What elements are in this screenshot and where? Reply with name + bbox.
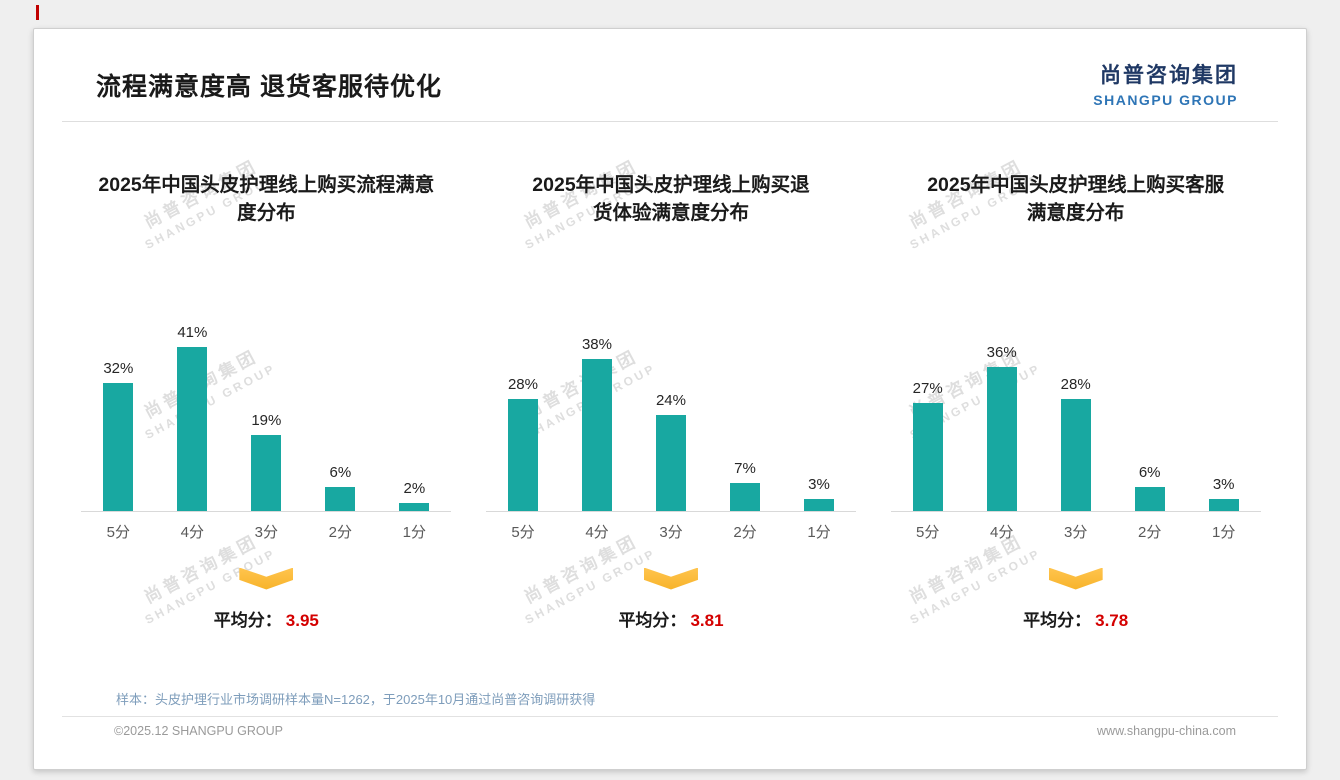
bar [251, 434, 282, 511]
logo-chinese-name: 尚普咨询集团 [1100, 64, 1238, 87]
bar-plot: 27% 36% 28% 6% 3% [890, 312, 1261, 512]
bar-value-label: 2% [403, 479, 426, 497]
bar-slot: 19% [235, 412, 297, 511]
average-value: 3.95 [285, 610, 319, 630]
category-label: 4分 [989, 523, 1014, 541]
website-url: www.shangpu-china.com [1097, 724, 1236, 738]
bar [1060, 398, 1091, 511]
category-label: 1分 [1211, 523, 1236, 541]
title-divider [62, 121, 1278, 122]
bar-value-label: 19% [251, 411, 282, 429]
bar [507, 398, 538, 511]
average-label: 平均分： [618, 610, 687, 630]
category-label: 5分 [915, 523, 940, 541]
bar-slot: 41% [161, 324, 223, 511]
bar [986, 366, 1017, 511]
category-axis: 5分 4分 3分 2分 1分 [891, 512, 1261, 542]
page-title: 流程满意度高 退货客服待优化 [96, 73, 442, 101]
bar-value-label: 41% [177, 323, 208, 341]
bar-slot: 2% [383, 480, 445, 511]
bar-value-label: 7% [734, 459, 756, 477]
down-arrow-icon [1048, 567, 1103, 590]
chart-process-satisfaction: 2025年中国头皮护理线上购买流程满意 度分布 32% 41% 19% 6% 2% 5分… [64, 171, 469, 631]
category-axis: 5分 4分 3分 2分 1分 [81, 512, 451, 542]
bar-value-label: 6% [1138, 463, 1161, 481]
bar-value-label: 28% [507, 375, 538, 393]
bar-value-label: 24% [655, 391, 686, 409]
copyright-text: ©2025.12 SHANGPU GROUP [114, 724, 283, 738]
category-label: 4分 [180, 523, 204, 541]
bar-slot: 24% [640, 392, 702, 511]
average-label: 平均分： [1023, 610, 1092, 630]
chart-title: 2025年中国头皮护理线上购买流程满意 度分布 [98, 174, 435, 225]
bar-slot: 36% [971, 344, 1033, 511]
bar-slot: 28% [1045, 376, 1107, 511]
chart-service-satisfaction: 2025年中国头皮护理线上购买客服 满意度分布 27% 36% 28% 6% 3% 5分… [873, 171, 1278, 631]
bar-value-label: 32% [103, 359, 134, 377]
chart-return-satisfaction: 2025年中国头皮护理线上购买退 货体验满意度分布 28% 38% 24% 7% 3% … [469, 171, 874, 631]
red-accent-mark [36, 5, 39, 20]
down-arrow-icon [643, 567, 698, 590]
average-label: 平均分： [213, 610, 282, 630]
category-label: 3分 [254, 523, 278, 541]
category-label: 4分 [585, 523, 609, 541]
down-arrow-icon [239, 567, 294, 590]
company-logo: 尚普咨询集团 SHANGPU GROUP [1093, 59, 1238, 108]
sample-note: 样本：头皮护理行业市场调研样本量N=1262，于2025年10月通过尚普咨询调研… [116, 692, 596, 707]
charts-row: 2025年中国头皮护理线上购买流程满意 度分布 32% 41% 19% 6% 2% 5分… [64, 171, 1278, 631]
bar-value-label: 36% [986, 343, 1017, 361]
category-label: 3分 [659, 523, 683, 541]
average-score: 平均分： 3.78 [1023, 606, 1128, 631]
bar [1208, 498, 1239, 511]
chart-title: 2025年中国头皮护理线上购买客服 满意度分布 [927, 174, 1225, 225]
bar-value-label: 3% [1212, 475, 1235, 493]
bar-value-label: 27% [912, 379, 943, 397]
bar-slot: 38% [566, 336, 628, 511]
bar-value-label: 28% [1060, 375, 1091, 393]
average-value: 3.81 [690, 610, 724, 630]
bar-value-label: 38% [581, 335, 612, 353]
footer-divider [62, 716, 1278, 717]
bar-value-label: 3% [808, 475, 830, 493]
bar-slot: 27% [897, 380, 959, 511]
bar [177, 346, 208, 511]
logo-english-name: SHANGPU GROUP [1093, 92, 1238, 108]
bar-slot: 3% [1193, 476, 1255, 511]
bar [655, 414, 686, 511]
average-score: 平均分： 3.81 [618, 606, 723, 631]
bar-value-label: 6% [329, 463, 352, 481]
bar-plot: 28% 38% 24% 7% 3% [485, 312, 856, 512]
bar [399, 502, 430, 511]
bar [103, 382, 134, 511]
bar-slot: 7% [714, 460, 776, 511]
bar-plot: 32% 41% 19% 6% 2% [81, 312, 452, 512]
slide: 尚普咨询集团 SHANGPU GROUP 尚普咨询集团 SHANGPU GROUP 尚普… [33, 28, 1307, 770]
chart-title: 2025年中国头皮护理线上购买退 货体验满意度分布 [532, 174, 810, 225]
bar [803, 498, 834, 511]
bar [325, 486, 356, 511]
bar [729, 482, 760, 511]
bar [912, 402, 943, 511]
bar-slot: 32% [87, 360, 149, 511]
category-label: 5分 [106, 523, 130, 541]
category-label: 1分 [807, 523, 831, 541]
category-label: 3分 [1063, 523, 1088, 541]
bar [581, 358, 612, 511]
average-value: 3.78 [1095, 610, 1129, 630]
bar-slot: 6% [309, 464, 371, 511]
bar-slot: 28% [492, 376, 554, 511]
bar-slot: 6% [1119, 464, 1181, 511]
category-label: 1分 [402, 523, 426, 541]
category-label: 2分 [1137, 523, 1162, 541]
category-label: 2分 [328, 523, 352, 541]
average-score: 平均分： 3.95 [214, 606, 319, 631]
category-axis: 5分 4分 3分 2分 1分 [486, 512, 856, 542]
bar-slot: 3% [788, 476, 850, 511]
bar [1134, 486, 1165, 511]
category-label: 5分 [511, 523, 535, 541]
category-label: 2分 [733, 523, 757, 541]
